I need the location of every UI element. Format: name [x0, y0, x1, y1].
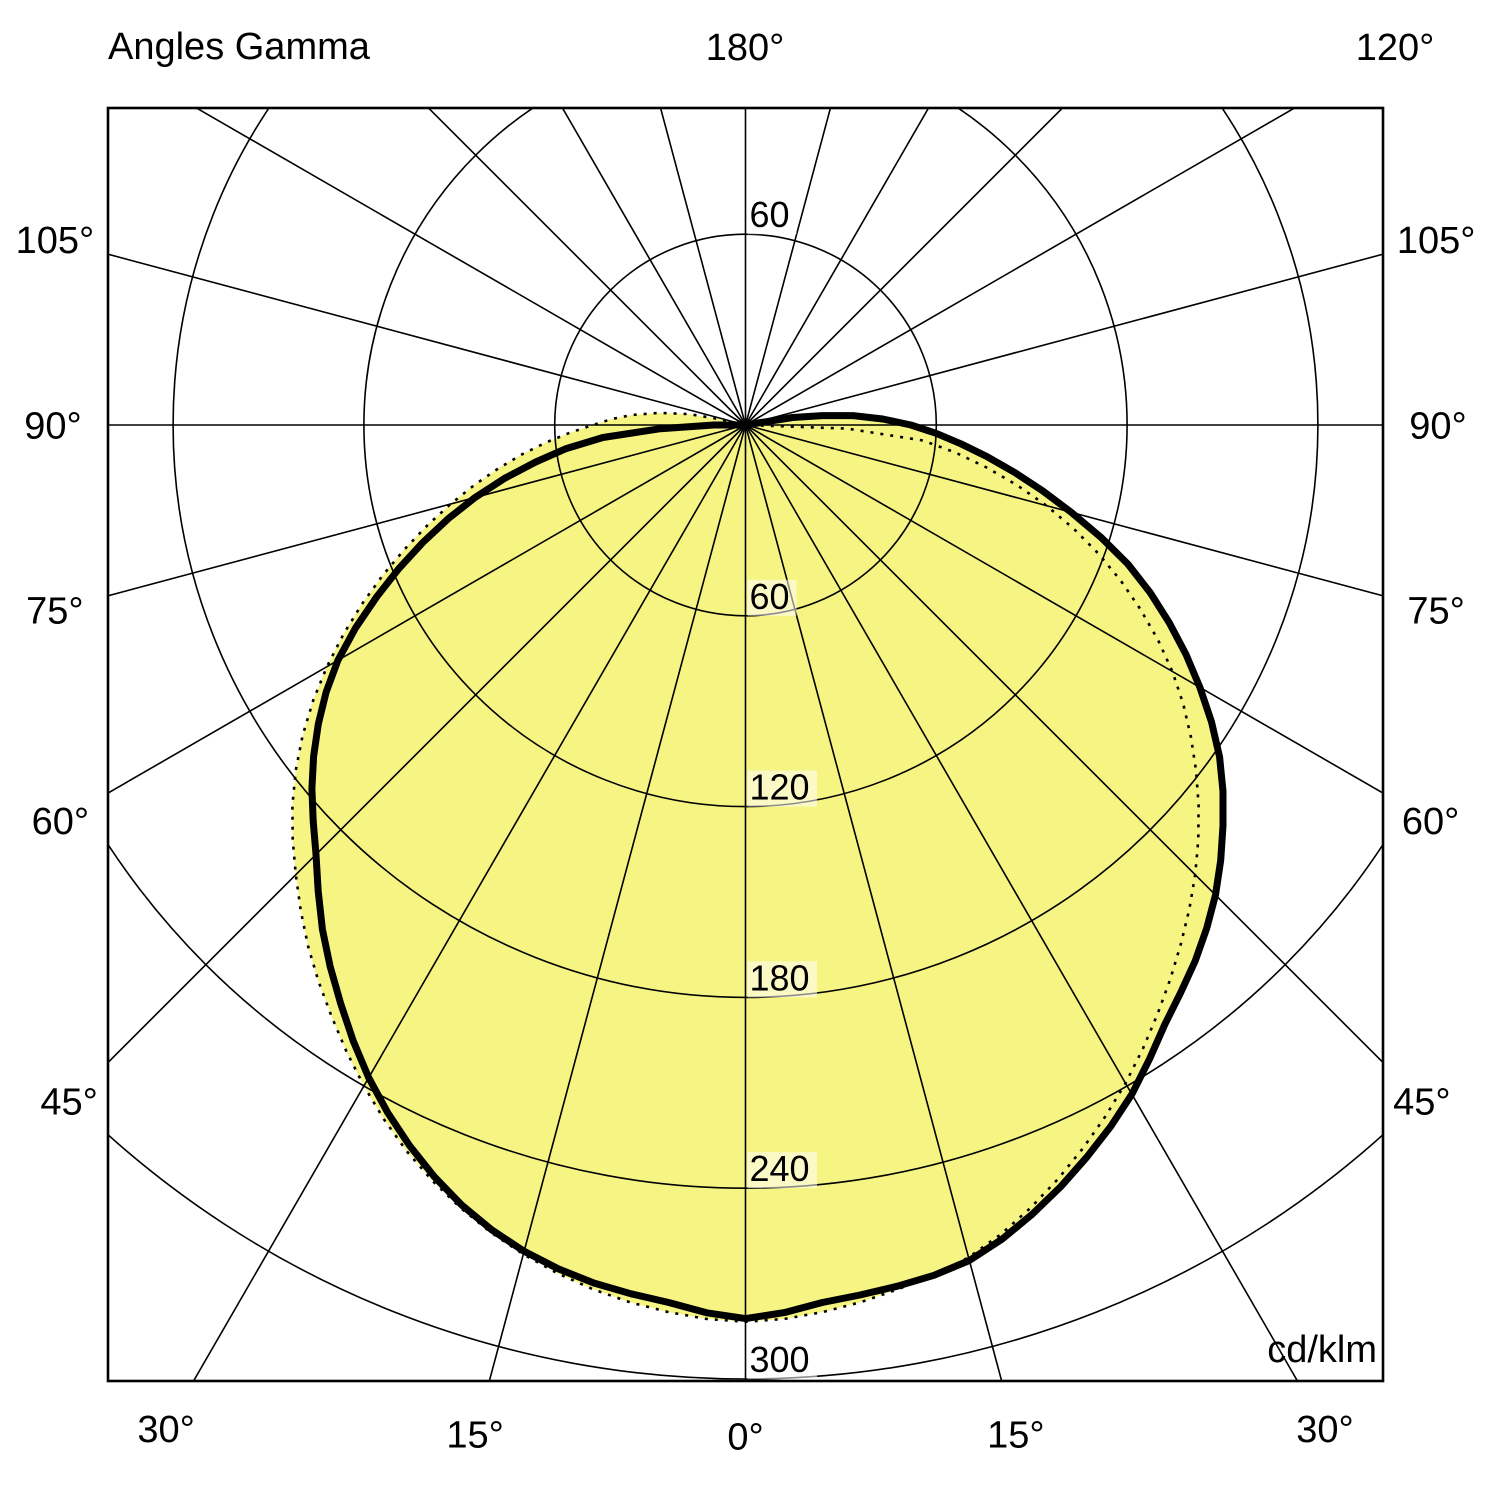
ring-label-halo [747, 579, 797, 616]
ring-tick-label-60: 60 [750, 576, 790, 617]
angle-gridline-75 [745, 424, 1383, 597]
angle-gridline-345 [488, 424, 747, 1381]
angle-gridline-45 [744, 424, 1383, 1064]
angle-label-right-2: 75° [1407, 590, 1464, 632]
angle-gridline-315 [108, 424, 747, 1064]
angle-gridline-105 [745, 253, 1383, 426]
angle-gridline-195 [659, 108, 747, 426]
ring-label-halo [747, 198, 797, 235]
ring-label-halo [747, 1343, 818, 1379]
angle-label-bottom-3: 15° [987, 1414, 1044, 1456]
angle-label-left-4: 45° [40, 1082, 97, 1124]
angle-label-right-1: 90° [1409, 405, 1466, 447]
angle-label-left-3: 60° [32, 801, 89, 843]
angle-label-right-3: 60° [1402, 801, 1459, 843]
angle-label-right-0: 105° [1397, 220, 1476, 262]
angle-label-left-2: 75° [26, 590, 83, 632]
angle-gridline-285 [108, 424, 746, 597]
angle-gridline-255 [108, 253, 746, 426]
angle-label-bottom-2: 0° [727, 1416, 763, 1458]
angle-label-top-center: 180° [705, 27, 785, 69]
angle-label-bottom-0: 30° [137, 1409, 194, 1451]
plot-border [106, 106, 1385, 1383]
angle-label-right-4: 45° [1393, 1082, 1450, 1124]
angle-gridline-60 [745, 424, 1383, 794]
angle-label-top-right: 120° [1355, 27, 1435, 69]
ring-tick-label-240: 240 [750, 1148, 810, 1189]
ring-tick-label-300: 300 [750, 1339, 810, 1380]
angle-label-bottom-4: 30° [1296, 1409, 1353, 1451]
angle-gridline-210 [561, 108, 747, 426]
unit-label: cd/klm [1267, 1329, 1377, 1371]
angle-gridline-30 [744, 424, 1299, 1381]
angle-gridline-300 [108, 424, 746, 794]
angle-gridline-135 [744, 108, 1064, 426]
ring-tick-label-top-60: 60 [750, 194, 790, 235]
curve-solid-c0 [308, 412, 1227, 1323]
ring-tick-label-120: 120 [750, 767, 810, 808]
angle-gridline-240 [194, 108, 746, 426]
ring-label-halo [747, 770, 818, 807]
angle-label-left-1: 90° [24, 405, 81, 447]
ring-label-halo [747, 961, 818, 998]
curve-dotted-c90 [291, 411, 1200, 1324]
intensity-fill-c0 [311, 415, 1223, 1319]
angle-gridline-120 [745, 108, 1297, 426]
angle-gridline-150 [744, 108, 930, 426]
page-title: Angles Gamma [108, 26, 370, 68]
angle-gridline-330 [192, 424, 747, 1381]
angle-gridline-225 [427, 108, 747, 426]
ring-label-halo [747, 1152, 818, 1189]
angle-label-left-0: 105° [16, 220, 95, 262]
angle-gridline-165 [744, 108, 832, 426]
angle-gridline-15 [744, 424, 1003, 1381]
angle-label-bottom-1: 15° [446, 1414, 503, 1456]
ring-tick-label-180: 180 [750, 957, 810, 998]
